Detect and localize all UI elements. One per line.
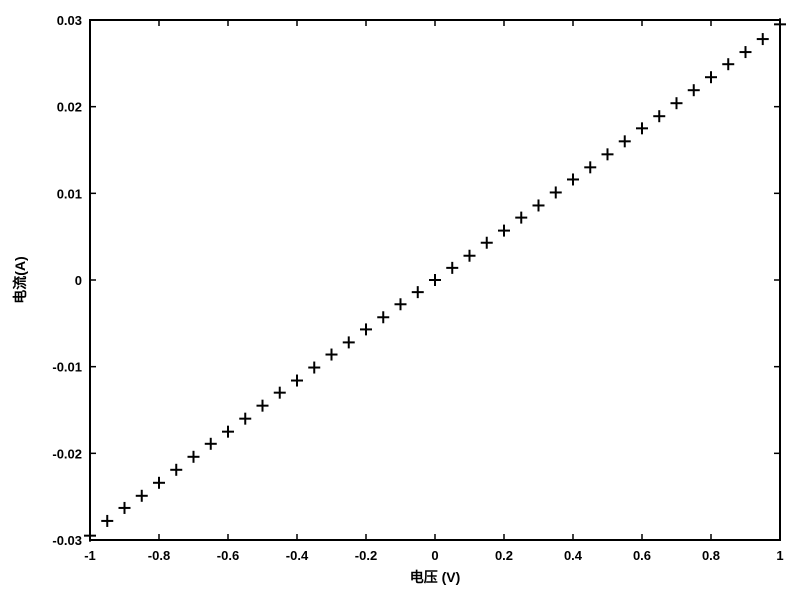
data-marker <box>222 426 234 438</box>
data-marker <box>550 186 562 198</box>
data-marker <box>395 298 407 310</box>
data-marker <box>343 336 355 348</box>
data-marker <box>170 464 182 476</box>
x-tick-label: 0 <box>431 548 438 563</box>
y-tick-label: 0.01 <box>57 186 82 201</box>
data-marker <box>153 477 165 489</box>
y-tick-label: -0.03 <box>52 533 82 548</box>
data-marker <box>291 375 303 387</box>
data-marker <box>498 225 510 237</box>
data-marker <box>188 451 200 463</box>
x-axis-label: 电压 (V) <box>410 569 461 585</box>
data-marker <box>257 400 269 412</box>
chart-container: -1 -0.8 -0.6 -0.4 -0.2 0 0.2 0.4 0.6 0.8 1 -0.03 -0.… <box>0 0 800 607</box>
data-marker <box>757 33 769 45</box>
data-marker <box>274 387 286 399</box>
data-marker <box>602 148 614 160</box>
y-tick-label: -0.01 <box>52 360 82 375</box>
iv-scatter-chart: -1 -0.8 -0.6 -0.4 -0.2 0 0.2 0.4 0.6 0.8 1 -0.03 -0.… <box>0 0 800 607</box>
x-tick-label: -0.8 <box>148 548 170 563</box>
data-marker <box>308 362 320 374</box>
data-marker <box>515 212 527 224</box>
data-marker <box>533 199 545 211</box>
y-tick-label: 0 <box>75 273 82 288</box>
data-marker <box>101 515 113 527</box>
x-tick-label: -0.4 <box>286 548 309 563</box>
x-tick-label: 0.6 <box>633 548 651 563</box>
data-marker <box>705 71 717 83</box>
data-marker <box>722 58 734 70</box>
data-marker <box>205 438 217 450</box>
y-tick-label: -0.02 <box>52 446 82 461</box>
x-tick-label: 0.4 <box>564 548 583 563</box>
data-marker <box>653 110 665 122</box>
data-marker <box>740 46 752 58</box>
data-marker <box>429 274 441 286</box>
x-tick-label: -1 <box>84 548 96 563</box>
y-tick-label: 0.03 <box>57 13 82 28</box>
data-marker <box>464 250 476 262</box>
data-marker <box>360 323 372 335</box>
data-marker <box>636 122 648 134</box>
data-marker <box>619 135 631 147</box>
data-marker <box>377 311 389 323</box>
data-marker <box>671 97 683 109</box>
y-axis-label: 电流(A) <box>12 256 28 303</box>
x-tick-label: -0.6 <box>217 548 239 563</box>
data-marker <box>584 161 596 173</box>
x-tick-label: 1 <box>776 548 783 563</box>
x-tick-label: 0.2 <box>495 548 513 563</box>
data-marker <box>136 490 148 502</box>
data-marker <box>239 413 251 425</box>
data-marker <box>567 173 579 185</box>
y-tick-label: 0.02 <box>57 100 82 115</box>
data-marker <box>412 286 424 298</box>
data-marker <box>481 237 493 249</box>
data-marker <box>326 349 338 361</box>
data-marker <box>688 84 700 96</box>
x-tick-label: -0.2 <box>355 548 377 563</box>
data-marker <box>119 502 131 514</box>
x-tick-label: 0.8 <box>702 548 720 563</box>
data-marker <box>446 262 458 274</box>
